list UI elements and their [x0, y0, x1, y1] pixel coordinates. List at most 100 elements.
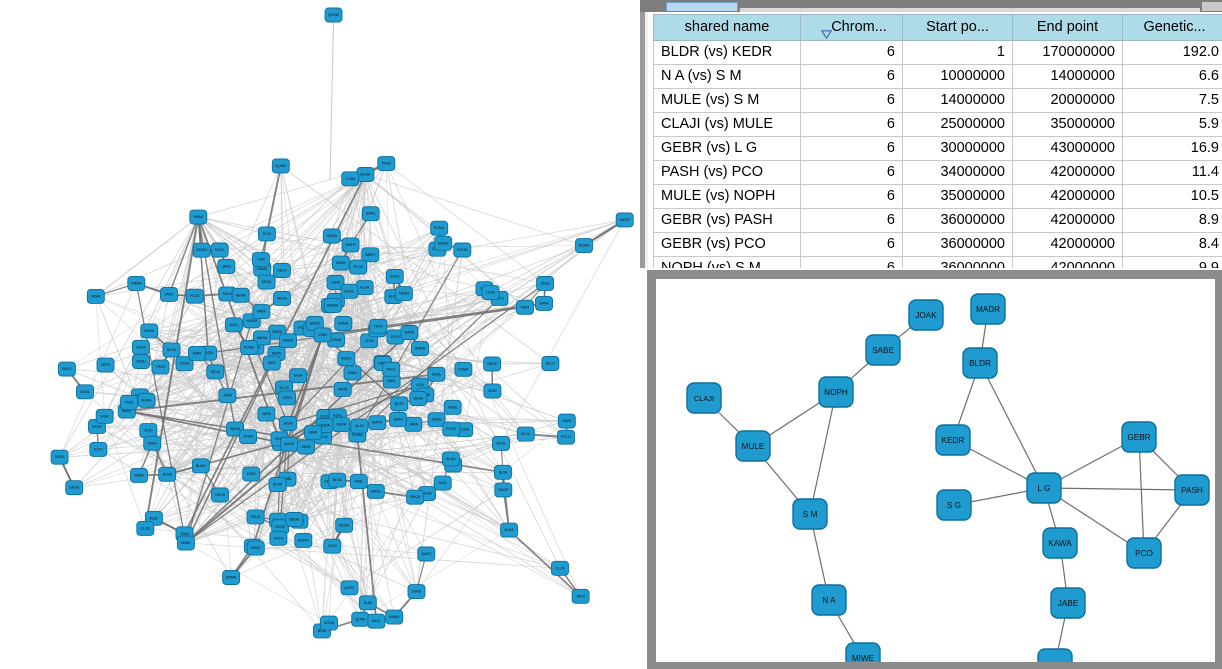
main-network-edge[interactable]: [425, 394, 502, 444]
main-network-node[interactable]: ALKA: [355, 280, 374, 296]
main-network-edge[interactable]: [146, 400, 567, 422]
main-network-node[interactable]: MUGE: [434, 235, 453, 251]
tab-scroll-nub[interactable]: [1202, 2, 1222, 11]
main-network-edge[interactable]: [95, 216, 199, 297]
main-network-edge[interactable]: [416, 472, 504, 592]
main-network-node[interactable]: JOSG: [278, 390, 296, 406]
main-network-node[interactable]: BLCL: [516, 426, 535, 442]
main-network-node[interactable]: ZEPC: [96, 357, 115, 373]
subnetwork-node[interactable]: MADR: [970, 293, 1006, 325]
main-network-edge[interactable]: [219, 174, 366, 251]
main-network-node[interactable]: ALPC: [89, 441, 108, 457]
main-network-edge[interactable]: [356, 249, 463, 436]
column-header-genetic[interactable]: Genetic...: [1123, 14, 1222, 41]
main-network-node[interactable]: SAKE: [385, 268, 404, 284]
main-network-edge[interactable]: [370, 254, 452, 430]
main-network-node[interactable]: PAPA: [252, 304, 271, 320]
main-network-edge[interactable]: [185, 282, 546, 544]
main-network-node[interactable]: SMJA: [366, 483, 385, 499]
main-network-node[interactable]: SMQU: [406, 489, 425, 505]
main-network-node[interactable]: BLSA: [328, 472, 347, 488]
table-row[interactable]: MULE (vs) NOPH 6 35000000 42000000 10.5: [653, 185, 1222, 209]
main-network-edge[interactable]: [201, 174, 366, 251]
main-network-edge[interactable]: [261, 163, 387, 338]
main-network-edge[interactable]: [185, 353, 278, 544]
main-network-node[interactable]: JAPA: [257, 406, 276, 422]
main-network-node[interactable]: MIMI: [304, 424, 323, 440]
main-network-edge[interactable]: [303, 540, 417, 592]
main-network-edge[interactable]: [168, 216, 199, 295]
subnetwork-canvas[interactable]: CLAJI MULE NOPH SABE JOAK S M N A MIWE MADR BLDR K…: [656, 279, 1215, 662]
main-network-node[interactable]: BLMA: [191, 458, 210, 474]
main-network-node[interactable]: KESM: [335, 517, 354, 533]
main-network-node[interactable]: JAZE: [483, 383, 502, 399]
main-network-node[interactable]: MAMA: [323, 297, 342, 313]
main-network-node[interactable]: JATR: [218, 388, 237, 404]
main-network-node[interactable]: PCJO: [185, 288, 204, 304]
main-network-edge[interactable]: [219, 235, 332, 251]
main-network-node[interactable]: CLSM: [341, 171, 360, 187]
main-network-node[interactable]: NOPA: [137, 392, 156, 408]
main-network-node[interactable]: GENA: [231, 287, 250, 303]
main-network-node[interactable]: GEGE: [285, 511, 304, 527]
main-network-node[interactable]: BLTR: [390, 396, 409, 412]
main-network-node[interactable]: JOKE: [242, 466, 261, 482]
main-network-edge[interactable]: [148, 430, 427, 555]
main-network-node[interactable]: BLSG: [162, 342, 181, 358]
main-network-node[interactable]: QUMI: [351, 611, 370, 627]
main-network-node[interactable]: NAPA: [400, 325, 419, 340]
main-network-node[interactable]: JAJO: [323, 538, 342, 554]
main-network-node[interactable]: SGSA: [50, 449, 69, 465]
subnetwork-node[interactable]: KEDR: [935, 424, 971, 456]
main-network-edge[interactable]: [321, 244, 351, 631]
main-network-node[interactable]: SAJA: [427, 366, 446, 382]
main-network-graph[interactable]: QUSMSAPAJOKENOALJATRNOSMMALGNOCLBLMAMILG…: [0, 0, 640, 669]
main-network-edge[interactable]: [126, 348, 421, 412]
main-network-edge[interactable]: [74, 473, 168, 489]
main-network-edge[interactable]: [73, 174, 366, 489]
table-body[interactable]: BLDR (vs) KEDR 6 1 170000000 192.0 N A (vs) S…: [653, 41, 1222, 268]
main-network-node[interactable]: ALLG: [541, 356, 560, 371]
main-network-node[interactable]: NOMA: [575, 238, 593, 254]
main-network-node[interactable]: NOMI: [86, 288, 105, 304]
main-network-node[interactable]: PCLG: [557, 429, 575, 445]
column-header-start-point[interactable]: Start po...: [903, 14, 1013, 41]
main-network-edge[interactable]: [265, 165, 282, 235]
main-network-node[interactable]: JAPA: [557, 413, 576, 429]
main-network-node[interactable]: GENA: [322, 228, 341, 244]
main-network-edge[interactable]: [219, 436, 249, 496]
main-network-node[interactable]: TRJO: [369, 318, 388, 334]
main-network-edge[interactable]: [502, 472, 510, 531]
main-network-node[interactable]: MINO: [246, 540, 265, 556]
main-network-node[interactable]: GEKA: [332, 417, 351, 433]
subnetwork-node[interactable]: N A: [811, 584, 847, 616]
main-network-edge[interactable]: [197, 217, 209, 354]
main-network-node[interactable]: NAVI: [516, 299, 534, 315]
main-network-node[interactable]: QUSM: [324, 7, 343, 23]
main-network-node[interactable]: NAZE: [443, 399, 462, 415]
main-network-node[interactable]: ALMI: [358, 595, 377, 611]
main-network-node[interactable]: TRGE: [151, 359, 170, 375]
main-network-node[interactable]: MIDR: [333, 381, 352, 397]
main-network-edge[interactable]: [280, 165, 551, 364]
main-network-node[interactable]: NOCL: [340, 283, 359, 299]
main-network-edge[interactable]: [365, 174, 585, 246]
main-network-edge[interactable]: [357, 428, 452, 436]
main-network-node[interactable]: PCMU: [240, 340, 259, 356]
main-network-node[interactable]: PCJA: [349, 259, 368, 275]
main-network-node[interactable]: CLQU: [136, 520, 155, 536]
main-network-node[interactable]: SAPA: [535, 295, 553, 311]
main-network-node[interactable]: MAMI: [189, 209, 208, 225]
subnetwork-node[interactable]: MULE: [735, 430, 771, 462]
main-network-edge[interactable]: [185, 542, 330, 624]
active-tab-sliver[interactable]: [666, 2, 738, 11]
main-network-edge[interactable]: [293, 282, 336, 520]
main-network-node[interactable]: BLTR: [268, 477, 287, 493]
main-network-node[interactable]: GENO: [192, 242, 211, 258]
main-network-edge[interactable]: [294, 442, 502, 520]
main-network-node[interactable]: SMPC: [361, 247, 380, 263]
main-network-node[interactable]: GEJO: [272, 263, 291, 278]
main-network-node[interactable]: MAPC: [368, 415, 387, 431]
main-network-edge[interactable]: [271, 362, 581, 597]
main-network-edge[interactable]: [322, 302, 545, 336]
